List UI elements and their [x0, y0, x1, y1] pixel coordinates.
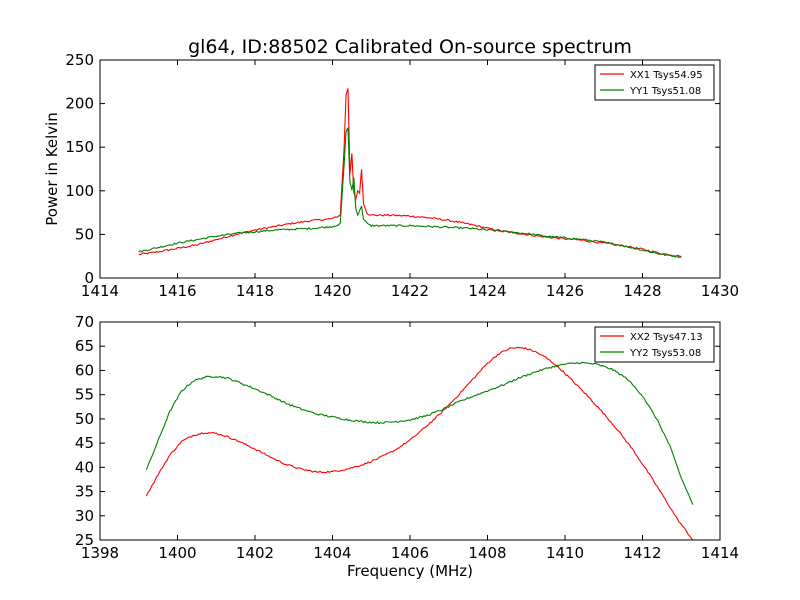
bottom-xtick-label: 1404 — [313, 544, 351, 562]
top-xtick-label: 1428 — [623, 282, 661, 300]
top-ytick-label: 0 — [84, 269, 94, 287]
bottom-ytick-label: 30 — [75, 507, 94, 525]
bottom-xtick-label: 1398 — [81, 544, 119, 562]
plot-top: 1414 1416 1418 1420 1422 1424 1426 1428 1430 0 50 1… — [43, 51, 739, 300]
bottom-ytick-label: 60 — [75, 361, 94, 379]
bottom-xlabel: Frequency (MHz) — [347, 562, 473, 580]
top-legend: XX1 Tsys54.95 YY1 Tsys51.08 — [594, 64, 715, 101]
bottom-xtick-label: 1406 — [391, 544, 429, 562]
top-xtick-label: 1416 — [158, 282, 196, 300]
bottom-series-line-1 — [145, 361, 694, 505]
top-legend-label-yy1: YY1 Tsys51.08 — [629, 86, 701, 97]
top-xtick-label: 1426 — [546, 282, 584, 300]
top-series-line-1 — [138, 126, 682, 258]
chart-title: gl64, ID:88502 Calibrated On-source spec… — [188, 36, 632, 58]
bottom-ytick-label: 70 — [75, 313, 94, 331]
top-ticks-layer: 1414 1416 1418 1420 1422 1424 1426 1428 1430 0 50 1… — [65, 51, 739, 300]
top-legend-box — [594, 64, 715, 101]
bottom-xtick-label: 1410 — [546, 544, 584, 562]
top-xtick-label: 1422 — [391, 282, 429, 300]
bottom-ticks-layer: 1398 1400 1402 1404 1406 1408 1410 1412 1414 25 30… — [75, 313, 739, 562]
top-ytick-label: 150 — [65, 138, 94, 156]
bottom-legend-label-xx2: XX2 Tsys47.13 — [630, 332, 703, 343]
bottom-xtick-label: 1412 — [623, 544, 661, 562]
top-legend-label-xx1: XX1 Tsys54.95 — [630, 70, 703, 81]
top-xtick-label: 1430 — [701, 282, 739, 300]
top-series-line-0 — [138, 88, 682, 258]
bottom-legend: XX2 Tsys47.13 YY2 Tsys53.08 — [594, 326, 715, 363]
bottom-ytick-label: 35 — [75, 483, 94, 501]
top-ytick-label: 250 — [65, 51, 94, 69]
bottom-ytick-label: 50 — [75, 410, 94, 428]
top-ytick-label: 100 — [65, 182, 94, 200]
top-ylabel: Power in Kelvin — [43, 112, 61, 226]
top-xtick-label: 1418 — [236, 282, 274, 300]
top-xtick-label: 1414 — [81, 282, 119, 300]
bottom-ytick-label: 55 — [75, 386, 94, 404]
top-series-layer — [138, 88, 682, 258]
bottom-xtick-label: 1414 — [701, 544, 739, 562]
bottom-series-line-0 — [145, 346, 694, 541]
top-ytick-label: 200 — [65, 95, 94, 113]
bottom-legend-label-yy2: YY2 Tsys53.08 — [629, 348, 701, 359]
top-ytick-label: 50 — [75, 225, 94, 243]
top-xtick-label: 1420 — [313, 282, 351, 300]
bottom-ytick-label: 25 — [75, 531, 94, 549]
bottom-legend-box — [594, 326, 715, 363]
top-xtick-label: 1424 — [468, 282, 506, 300]
bottom-xtick-label: 1408 — [468, 544, 506, 562]
bottom-series-layer — [145, 346, 694, 541]
bottom-xtick-label: 1402 — [236, 544, 274, 562]
bottom-ytick-label: 40 — [75, 458, 94, 476]
bottom-ytick-label: 45 — [75, 434, 94, 452]
bottom-ytick-label: 65 — [75, 337, 94, 355]
bottom-xtick-label: 1400 — [158, 544, 196, 562]
plot-bottom: 1398 1400 1402 1404 1406 1408 1410 1412 1414 25 30… — [75, 313, 739, 580]
